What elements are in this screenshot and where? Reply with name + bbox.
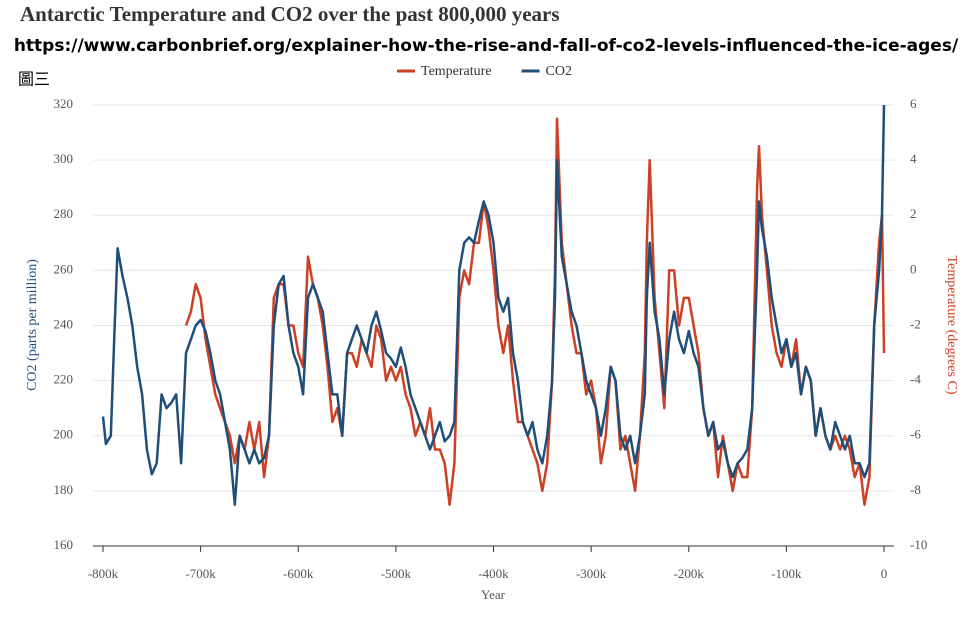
x-tick-label: -300k: [576, 566, 607, 581]
x-tick-label: -600k: [283, 566, 314, 581]
y-tick-label: 180: [54, 482, 74, 497]
y2-tick-label: 4: [910, 151, 917, 166]
legend-label: Temperature: [421, 64, 492, 79]
y-tick-label: 320: [54, 96, 74, 111]
legend-label: CO2: [546, 64, 572, 79]
y-tick-label: 280: [54, 206, 74, 221]
x-tick-label: -500k: [381, 566, 412, 581]
series-line: [184, 117, 886, 506]
x-tick-label: -200k: [674, 566, 705, 581]
x-tick-label: 0: [881, 566, 888, 581]
y2-tick-label: -4: [910, 372, 921, 387]
y-tick-label: 240: [54, 316, 74, 331]
y-tick-label: 160: [54, 537, 74, 552]
annotation: 圖三: [18, 70, 50, 89]
y2-tick-label: -6: [910, 427, 921, 442]
y2-tick-label: -10: [910, 537, 927, 552]
subtitle: https://www.carbonbrief.org/explainer-ho…: [14, 36, 959, 56]
chart-title: Antarctic Temperature and CO2 over the p…: [20, 2, 560, 26]
y2-tick-label: 0: [910, 261, 917, 276]
y-axis-title: CO2 (parts per million): [25, 259, 40, 391]
x-tick-label: -700k: [185, 566, 216, 581]
x-tick-label: -400k: [478, 566, 509, 581]
y-tick-label: 260: [54, 261, 74, 276]
y2-tick-label: -2: [910, 316, 921, 331]
x-tick-label: -800k: [88, 566, 119, 581]
series-line: [101, 104, 886, 506]
y2-tick-label: -8: [910, 482, 921, 497]
y-tick-label: 300: [54, 151, 74, 166]
x-axis-title: Year: [481, 587, 506, 602]
y-tick-label: 200: [54, 427, 74, 442]
x-tick-label: -100k: [771, 566, 802, 581]
y2-tick-label: 2: [910, 206, 917, 221]
y-tick-label: 220: [54, 372, 74, 387]
y2-tick-label: 6: [910, 96, 917, 111]
y2-axis-title: Temperature (degrees C): [944, 256, 959, 395]
